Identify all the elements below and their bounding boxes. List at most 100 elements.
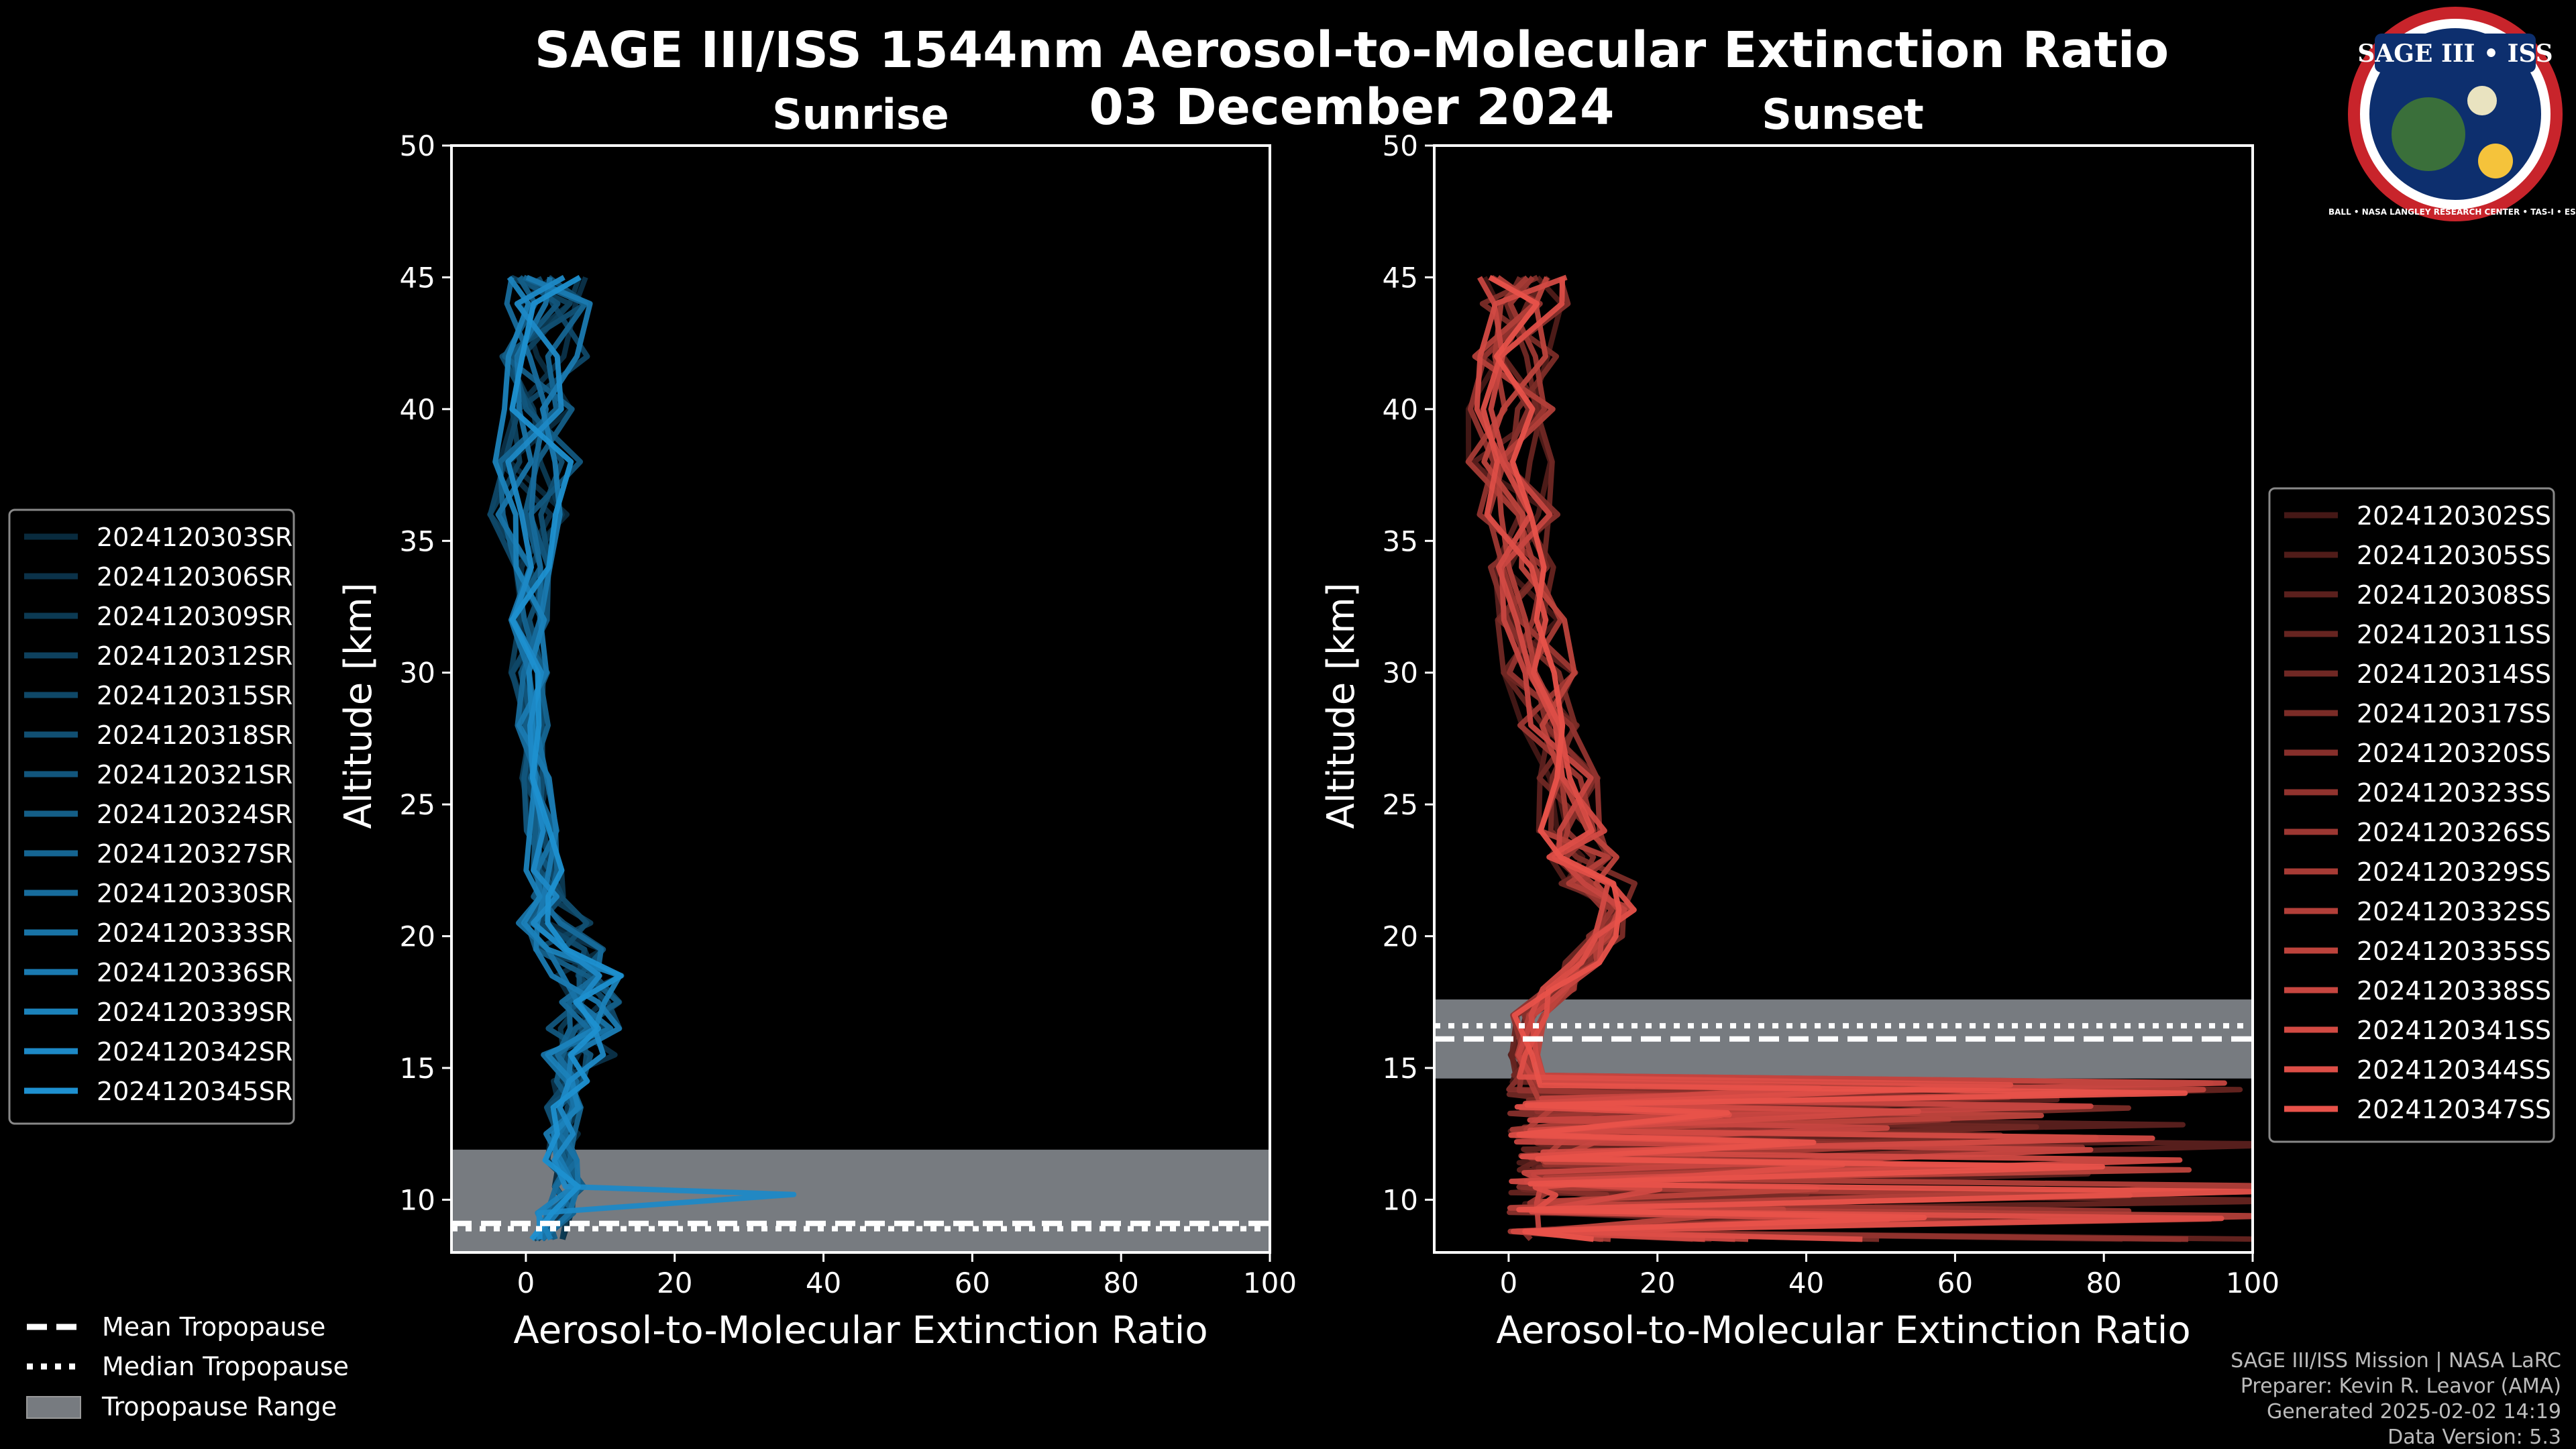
sunrise-xtick-label: 20: [657, 1267, 692, 1299]
sunrise-legend-item: 2024120330SR: [97, 879, 292, 908]
series-line-2024120345SR: [509, 274, 624, 1241]
series-line-2024120341SS: [1474, 274, 2183, 1242]
sunrise-legend-item: 2024120303SR: [97, 523, 292, 552]
logo-sun: [2478, 144, 2513, 178]
sunrise-legend-item: 2024120336SR: [97, 958, 292, 987]
sunrise-panel-title: Sunrise: [772, 90, 949, 139]
sunset-ytick-label: 40: [1383, 393, 1418, 426]
sunrise-axes-frame: [450, 144, 1271, 1254]
sunset-legend: 2024120302SS 2024120305SS 2024120308SS 2024…: [2268, 487, 2555, 1143]
sunset-legend-item: 2024120317SS: [2357, 699, 2551, 729]
logo-text: SAGE III • ISS: [2357, 40, 2553, 68]
sunset-legend-frame: [2268, 487, 2555, 1143]
sunset-ytick-label: 35: [1383, 525, 1418, 557]
sunset-x-axis-label: Aerosol-to-Molecular Extinction Ratio: [1496, 1309, 2190, 1352]
sunset-legend-item: 2024120308SS: [2357, 580, 2551, 610]
sunrise-xtick-label: 0: [517, 1267, 535, 1299]
sunrise-xtick-label: 80: [1103, 1267, 1138, 1299]
logo-banner: [2375, 34, 2536, 72]
sunrise-legend-item: 2024120309SR: [97, 602, 292, 631]
sunset-xtick-label: 40: [1788, 1267, 1824, 1299]
sunrise-xtick-label: 60: [955, 1267, 990, 1299]
logo-ring-text: BALL • NASA LANGLEY RESEARCH CENTER • TA…: [2328, 207, 2576, 217]
sunrise-x-axis-label: Aerosol-to-Molecular Extinction Ratio: [513, 1309, 1208, 1352]
sunset-ytick-label: 10: [1383, 1183, 1418, 1216]
sunrise-y-axis-label: Altitude [km]: [337, 582, 380, 828]
sunset-panel-title: Sunset: [1762, 90, 1924, 139]
logo-earth: [2392, 97, 2465, 171]
sunset-xtick-label: 80: [2086, 1267, 2121, 1299]
sunrise-ytick-label: 35: [400, 525, 435, 557]
footer: SAGE III/ISS Mission | NASA LaRC Prepare…: [2231, 1349, 2561, 1449]
sunrise-ytick-label: 45: [400, 261, 435, 294]
main-title: SAGE III/ISS 1544nm Aerosol-to-Molecular…: [535, 21, 2169, 79]
series-line-2024120347SS: [1488, 274, 2253, 1242]
sunset-legend-item: 2024120344SS: [2357, 1055, 2551, 1085]
date-title: 03 December 2024: [1089, 78, 1615, 136]
sunset-ytick-label: 15: [1383, 1052, 1418, 1085]
sunrise-legend-item: 2024120342SR: [97, 1037, 292, 1067]
sunrise-legend-frame: [8, 508, 295, 1125]
sunset-ytick-label: 25: [1383, 788, 1418, 821]
sunset-legend-item: 2024120338SS: [2357, 976, 2551, 1006]
sunset-xtick-label: 100: [2226, 1267, 2279, 1299]
sunset-legend-item: 2024120311SS: [2357, 620, 2551, 649]
sunrise-legend: 2024120303SR 2024120306SR 2024120309SR 2024…: [8, 508, 295, 1125]
sunrise-legend-item: 2024120318SR: [97, 720, 292, 750]
sunset-xtick-label: 60: [1937, 1267, 1973, 1299]
sunrise-panel: 0 20 40 60 80 100 10 15 20 25 30 35 40 45 50 Aerosol-to…: [337, 129, 1297, 1352]
series-line-2024120342SR: [505, 274, 797, 1240]
sunset-axes-frame: [1433, 144, 2254, 1254]
sunset-legend-item: 2024120320SS: [2357, 739, 2551, 768]
sunrise-legend-item: 2024120315SR: [97, 681, 292, 710]
series-line-2024120344SS: [1481, 277, 2224, 1242]
sunset-legend-item: 2024120332SS: [2357, 897, 2551, 926]
logo-moon: [2467, 86, 2497, 115]
sunrise-ytick-label: 40: [400, 393, 435, 426]
sage-logo: SAGE III • ISS BALL • NASA LANGLEY RESEA…: [2328, 7, 2576, 221]
footer-mission: SAGE III/ISS Mission | NASA LaRC: [2231, 1349, 2561, 1373]
sunrise-ytick-label: 25: [400, 788, 435, 821]
footer-preparer: Preparer: Kevin R. Leavor (AMA): [2241, 1375, 2561, 1398]
series-line-2024120339SR: [492, 276, 623, 1241]
sunrise-legend-item: 2024120345SR: [97, 1077, 292, 1106]
sunset-xtick-label: 0: [1500, 1267, 1518, 1299]
sunrise-ytick-label: 15: [400, 1052, 435, 1085]
sunset-ytick-label: 30: [1383, 657, 1418, 690]
sunrise-legend-item: 2024120306SR: [97, 562, 292, 592]
sunrise-legend-item: 2024120333SR: [97, 918, 292, 948]
sunrise-legend-item: 2024120312SR: [97, 641, 292, 671]
sunrise-xtick-label: 40: [806, 1267, 841, 1299]
sunrise-tropopause-range: [451, 1149, 1270, 1252]
sunrise-ytick-label: 20: [400, 920, 435, 953]
sunset-legend-item: 2024120302SS: [2357, 501, 2551, 531]
sunset-ytick-label: 45: [1383, 261, 1418, 294]
sunrise-legend-item: 2024120327SR: [97, 839, 292, 869]
tropopause-legend: Mean Tropopause Median Tropopause Tropop…: [26, 1312, 349, 1421]
footer-generated: Generated 2025-02-02 14:19: [2267, 1400, 2561, 1424]
sunrise-ytick-label: 10: [400, 1183, 435, 1216]
tropopause-range-label: Tropopause Range: [101, 1392, 337, 1421]
sunrise-ytick-label: 50: [400, 129, 435, 162]
sunset-legend-item: 2024120314SS: [2357, 659, 2551, 689]
footer-data-version: Data Version: 5.3: [2387, 1426, 2561, 1449]
sunset-legend-item: 2024120329SS: [2357, 857, 2551, 887]
tropopause-range-swatch: [26, 1396, 81, 1419]
sunset-plot-area: [1434, 274, 2253, 1242]
sunset-legend-item: 2024120323SS: [2357, 778, 2551, 808]
mean-tropopause-label: Mean Tropopause: [102, 1312, 325, 1342]
sunrise-legend-item: 2024120339SR: [97, 998, 292, 1027]
sunrise-ytick-label: 30: [400, 657, 435, 690]
sunset-ytick-label: 20: [1383, 920, 1418, 953]
sunset-panel: 0 20 40 60 80 100 10 15 20 25 30 35 40 45 50 Aerosol-to…: [1320, 129, 2279, 1352]
sunrise-legend-item: 2024120324SR: [97, 800, 292, 829]
sunrise-plot-area: [451, 274, 1270, 1252]
sunset-legend-item: 2024120335SS: [2357, 936, 2551, 966]
sunset-xtick-label: 20: [1640, 1267, 1675, 1299]
sunset-y-axis-label: Altitude [km]: [1320, 582, 1363, 828]
median-tropopause-label: Median Tropopause: [102, 1352, 349, 1381]
sunset-legend-item: 2024120326SS: [2357, 818, 2551, 847]
sunset-legend-item: 2024120305SS: [2357, 541, 2551, 570]
sunset-legend-item: 2024120341SS: [2357, 1016, 2551, 1045]
